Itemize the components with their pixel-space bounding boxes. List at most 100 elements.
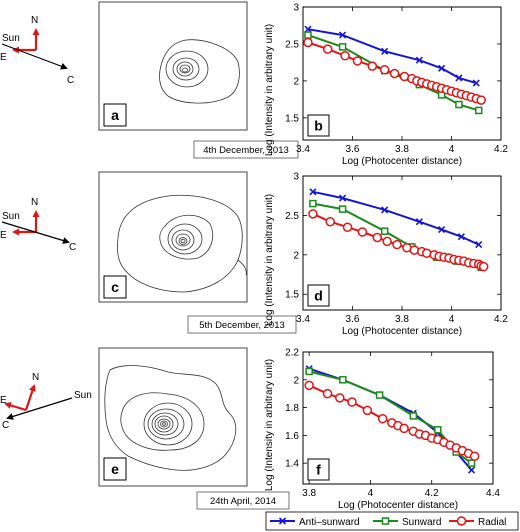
data-point-anti-sunward	[455, 74, 463, 82]
data-point-sunward	[455, 100, 463, 109]
data-point-sunward	[375, 391, 384, 399]
compass-sun-label: Sun	[74, 390, 92, 401]
y-axis-label: Log (Intensity in arbitrary unit)	[264, 194, 275, 326]
data-point-sunward	[305, 367, 313, 376]
legend-label-radial: Radial	[478, 517, 506, 528]
compass-row-2: N E Sun C	[0, 197, 76, 253]
data-point-sunward	[474, 106, 483, 115]
data-point-sunward	[304, 31, 312, 39]
data-point-radial	[352, 56, 363, 66]
x-tick-label: 3.4	[296, 144, 310, 155]
date-box-2: 5th December, 2013	[187, 315, 297, 334]
legend-entry-radial: Radial	[449, 516, 506, 528]
legend-marker	[381, 517, 390, 525]
data-point-radial	[392, 239, 402, 250]
x-tick-label: 3.8	[395, 314, 409, 325]
date-label-2: 5th December, 2013	[199, 320, 285, 331]
legend-marker	[456, 516, 467, 526]
compass-comet-label: C	[69, 242, 76, 253]
legend-marker	[278, 517, 287, 525]
chart-panel-b: 3.4 3.6 3.8 4 4.2 1.5 2 2.5 3 Log (Photocenter di…	[264, 3, 508, 168]
data-point-anti-sunward	[472, 79, 480, 87]
x-axis-label: Log (Photocenter distance)	[338, 500, 458, 511]
data-point-radial	[379, 65, 390, 75]
panel-label-c: c	[111, 279, 119, 295]
data-point-anti-sunward	[381, 47, 389, 55]
data-point-sunward	[434, 426, 442, 434]
data-point-sunward	[380, 227, 389, 235]
x-tick-label: 4.2	[425, 488, 439, 499]
data-point-radial	[362, 405, 373, 416]
data-point-radial	[377, 413, 388, 424]
image-panel-c: c	[98, 171, 248, 303]
y-tick-label: 2	[293, 250, 299, 261]
data-point-radial	[389, 68, 400, 79]
data-point-radial	[367, 61, 378, 71]
data-point-anti-sunward	[415, 56, 423, 64]
data-point-sunward	[467, 459, 476, 467]
panel-label-box	[307, 284, 330, 307]
y-axis-label: Log (Intensity in arbitrary unit)	[264, 24, 275, 156]
data-point-radial	[478, 261, 489, 272]
compass-comet-label: C	[67, 75, 74, 86]
x-tick-label: 3.6	[346, 144, 360, 155]
x-tick-label: 4.2	[494, 314, 508, 325]
panel-label-e: e	[111, 461, 119, 477]
compass-sun-label: Sun	[2, 211, 20, 222]
x-tick-label: 3.6	[346, 314, 360, 325]
legend-entry-anti-sunward: Anti–sunward	[270, 517, 360, 528]
y-tick-label: 3	[293, 3, 299, 14]
data-point-radial	[469, 451, 480, 461]
data-point-sunward	[338, 43, 347, 51]
data-point-radial	[342, 222, 353, 232]
data-point-radial	[335, 393, 345, 403]
compass-north-label: N	[31, 15, 38, 26]
panel-label-box	[307, 114, 330, 137]
image-panel-a: a	[98, 1, 248, 131]
data-point-radial	[399, 423, 409, 434]
data-point-sunward	[309, 199, 317, 208]
data-point-radial	[340, 51, 350, 61]
data-point-anti-sunward	[415, 218, 423, 226]
data-point-sunward	[339, 376, 347, 384]
panel-label-box	[307, 458, 330, 481]
data-point-radial	[308, 209, 318, 219]
y-tick-label: 1.4	[285, 459, 299, 470]
series-anti-sunward	[309, 188, 483, 249]
x-tick-label: 4.4	[486, 488, 500, 499]
x-tick-label: 4	[449, 144, 455, 155]
data-point-radial	[476, 95, 486, 105]
x-tick-label: 4.2	[494, 144, 508, 155]
series-radial	[308, 209, 489, 272]
data-point-radial	[422, 248, 432, 258]
legend-entry-sunward: Sunward	[373, 517, 441, 528]
data-point-radial	[357, 227, 368, 237]
date-label-1: 4th December, 2013	[203, 145, 289, 156]
charts: 3.4 3.6 3.8 4 4.2 1.5 2 2.5 3 Log (Photocenter di…	[264, 3, 508, 512]
x-axis-label: Log (Photocenter distance)	[342, 156, 462, 167]
date-box-3: 24th April, 2014	[196, 491, 290, 510]
data-point-anti-sunward	[475, 241, 483, 249]
panel-label-b: b	[314, 118, 323, 134]
y-tick-label: 2	[293, 76, 299, 87]
data-point-radial	[372, 232, 382, 243]
data-point-sunward	[409, 412, 418, 420]
data-point-radial	[323, 44, 333, 54]
compass-comet-label: C	[2, 420, 9, 431]
compass-north-label: N	[32, 372, 39, 383]
compass-east-label: E	[0, 230, 7, 241]
compass-row-3: N E Sun C	[0, 372, 92, 431]
y-tick-label: 1.8	[285, 403, 299, 414]
y-tick-label: 1.5	[285, 113, 299, 124]
series-anti-sunward	[304, 25, 480, 87]
panel-label-a: a	[111, 107, 119, 123]
plot-area	[302, 175, 502, 311]
legend-label-sunward: Sunward	[402, 517, 441, 528]
y-axis-label: Log (Intensity in arbitrary unit)	[264, 359, 275, 491]
data-point-anti-sunward	[339, 194, 347, 202]
plot-area	[302, 351, 494, 485]
data-point-radial	[322, 388, 333, 399]
x-tick-label: 3.8	[302, 488, 316, 499]
data-point-radial	[409, 245, 420, 255]
series-radial	[304, 380, 480, 461]
